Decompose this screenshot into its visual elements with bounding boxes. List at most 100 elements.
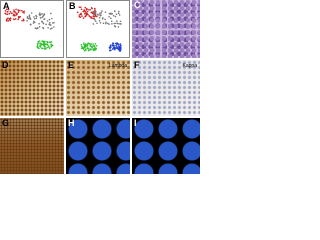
event-dot xyxy=(39,12,41,14)
event-dot xyxy=(29,23,32,26)
event-dot xyxy=(6,10,9,13)
event-dot xyxy=(53,26,55,28)
event-dot xyxy=(35,27,38,30)
event-dot xyxy=(33,16,35,18)
event-dot xyxy=(50,41,53,43)
event-dot xyxy=(104,18,106,21)
event-dot xyxy=(112,44,114,47)
event-dot xyxy=(6,13,9,16)
event-dot xyxy=(42,14,45,17)
event-dot xyxy=(38,22,40,25)
event-dot xyxy=(7,20,10,22)
event-dot xyxy=(49,22,51,24)
event-dot xyxy=(101,10,103,12)
event-dot xyxy=(99,14,102,17)
event-dot xyxy=(112,47,114,50)
event-dot xyxy=(110,17,112,20)
panel-letter: B xyxy=(69,1,76,11)
event-dot xyxy=(9,11,12,13)
event-dot xyxy=(91,7,93,10)
event-dot xyxy=(113,22,116,25)
event-dot xyxy=(111,23,113,25)
event-dot xyxy=(116,22,119,25)
event-dot xyxy=(82,42,85,44)
event-dot xyxy=(119,43,122,45)
event-dot xyxy=(15,12,17,14)
event-dot xyxy=(32,20,35,23)
event-dot xyxy=(46,20,49,22)
event-dot xyxy=(118,22,120,25)
event-dot xyxy=(94,15,97,17)
event-dot xyxy=(50,45,52,48)
event-dot xyxy=(42,22,45,25)
event-dot xyxy=(119,23,122,25)
event-dot xyxy=(51,17,53,20)
event-dot xyxy=(44,48,47,50)
event-dot xyxy=(9,19,12,22)
event-dot xyxy=(83,9,85,11)
event-dot xyxy=(15,8,17,11)
event-dot xyxy=(32,22,35,24)
event-dot xyxy=(28,14,31,17)
event-dot xyxy=(85,13,88,16)
event-dot xyxy=(98,16,101,19)
figure-panel: B xyxy=(66,0,130,58)
event-dot xyxy=(94,12,97,15)
event-dot xyxy=(36,43,39,45)
event-dot xyxy=(90,45,93,48)
event-dot xyxy=(49,28,52,30)
event-dot xyxy=(13,9,15,11)
event-dot xyxy=(107,22,109,25)
event-dot xyxy=(85,11,87,14)
flow-scatter xyxy=(4,8,55,50)
event-dot xyxy=(19,9,21,12)
event-dot xyxy=(91,47,93,49)
event-dot xyxy=(100,12,103,14)
event-dot xyxy=(17,11,20,14)
event-dot xyxy=(112,14,115,17)
figure-panel: A xyxy=(0,0,64,58)
figure: (() => { const data = JSON.parse(documen… xyxy=(0,0,200,174)
event-dot xyxy=(41,13,43,15)
event-dot xyxy=(114,10,116,13)
event-dot xyxy=(89,48,91,51)
event-dot xyxy=(80,44,83,46)
event-dot xyxy=(104,11,107,13)
event-dot xyxy=(40,43,43,45)
event-dot xyxy=(8,18,11,20)
event-dot xyxy=(35,14,37,17)
event-dot xyxy=(84,46,86,48)
event-dot xyxy=(97,14,99,16)
event-dot xyxy=(17,18,20,21)
event-dot xyxy=(91,11,93,13)
event-dot xyxy=(80,47,83,50)
event-dot xyxy=(78,6,81,8)
event-dot xyxy=(86,10,89,13)
event-dot xyxy=(37,46,39,48)
event-dot xyxy=(43,18,46,20)
event-dot xyxy=(93,7,96,10)
event-dot xyxy=(89,8,92,11)
figure-panel: G xyxy=(0,118,64,174)
event-dot xyxy=(83,49,86,52)
event-dot xyxy=(23,10,25,13)
event-dot xyxy=(92,15,94,18)
flow-scatter xyxy=(76,6,122,52)
event-dot xyxy=(92,13,95,15)
panel-letter: A xyxy=(3,1,10,11)
event-dot xyxy=(78,14,81,16)
event-dot xyxy=(110,44,112,46)
event-dot xyxy=(38,40,41,42)
event-dot xyxy=(34,27,37,29)
event-dot xyxy=(92,43,94,45)
event-dot xyxy=(117,12,120,15)
event-dot xyxy=(90,16,93,18)
event-dot xyxy=(41,16,43,19)
event-dot xyxy=(83,13,86,15)
event-dot xyxy=(83,43,85,46)
event-dot xyxy=(8,12,11,15)
event-dot xyxy=(86,47,88,50)
event-dot xyxy=(50,12,52,15)
event-dot xyxy=(98,19,101,22)
event-dot xyxy=(49,24,52,26)
